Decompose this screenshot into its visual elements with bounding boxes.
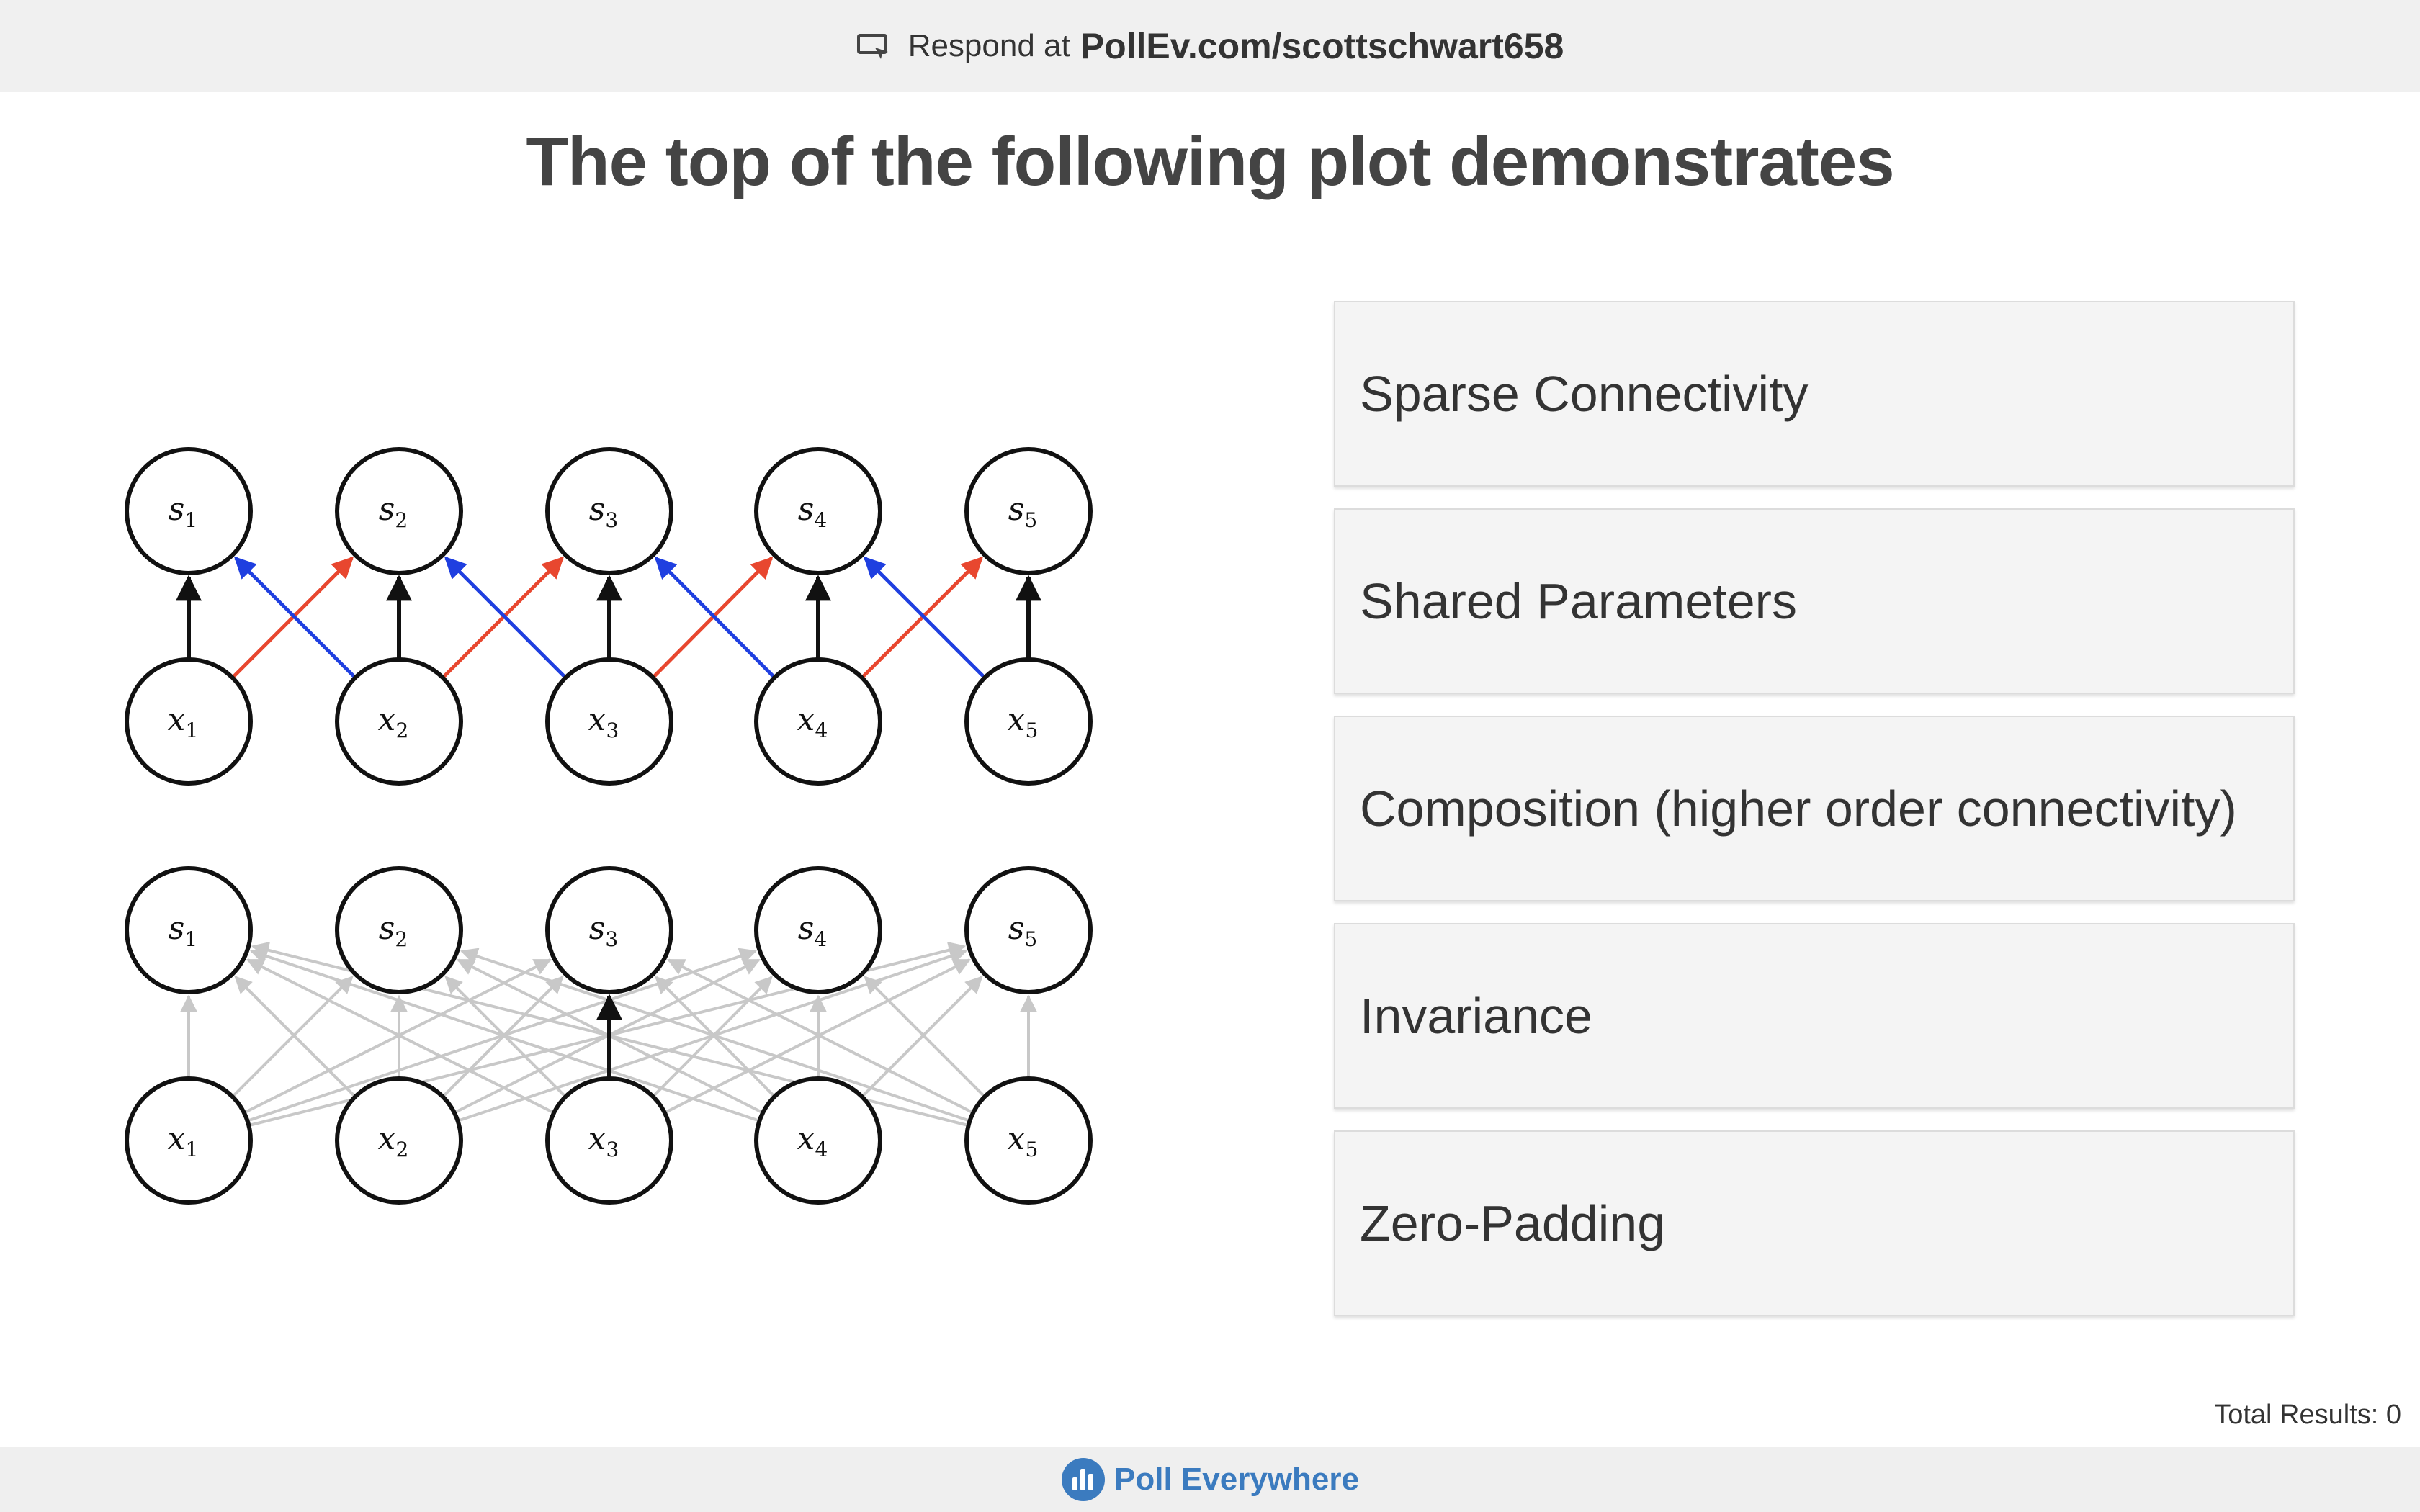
- top-edge-blue: [654, 557, 775, 678]
- poll-everywhere-logo-icon: [1062, 1458, 1106, 1501]
- network-figure: s1 x1 s1 x1 s2 x2 s2 x2 s3 x3 s3 x3 s4 x4 s4 x4 s5 x5 s5 x5: [115, 432, 1109, 1224]
- option-label: Zero-Padding: [1360, 1195, 1666, 1251]
- top-node-x4: x4: [754, 657, 882, 786]
- bottom-edge-faded: [861, 976, 983, 1097]
- respond-label: Respond at: [908, 28, 1070, 63]
- bottom-node-x1: x1: [125, 1076, 253, 1205]
- bottom-node-x2: x2: [335, 1076, 463, 1205]
- svg-text:s1: s1: [169, 491, 197, 532]
- bottom-node-x4: x4: [754, 1076, 882, 1205]
- top-node-x1: x1: [125, 657, 253, 786]
- bottom-node-x5: x5: [964, 1076, 1093, 1205]
- network-diagram: s1 x1 s1 x1 s2 x2 s2 x2 s3 x3 s3 x3 s4 x4 s4 x4 s5 x5 s5 x5: [125, 447, 1093, 1205]
- bottom-edge-faded: [249, 948, 759, 1122]
- option-zero-padding[interactable]: Zero-Padding: [1334, 1130, 2295, 1316]
- top-node-s1: s1: [125, 447, 253, 575]
- top-node-s4: s4: [754, 447, 882, 575]
- option-invariance[interactable]: Invariance: [1334, 923, 2295, 1109]
- bottom-edge-faded: [234, 976, 356, 1097]
- option-label: Shared Parameters: [1360, 573, 1797, 629]
- bottom-bar: Poll Everywhere: [0, 1447, 2420, 1512]
- top-edge-blue: [863, 556, 985, 678]
- top-node-x5: x5: [964, 657, 1093, 786]
- bottom-node-s1: s1: [125, 866, 253, 994]
- top-edge-blue: [444, 556, 566, 678]
- bottom-edge-faded: [232, 976, 354, 1097]
- answer-options: Sparse Connectivity Shared Parameters Co…: [1334, 301, 2295, 1338]
- brand-name: Poll Everywhere: [1114, 1462, 1359, 1497]
- option-shared-parameters[interactable]: Shared Parameters: [1334, 508, 2295, 694]
- option-label: Invariance: [1360, 988, 1592, 1044]
- bottom-node-s2: s2: [335, 866, 463, 994]
- option-label: Sparse Connectivity: [1360, 366, 1809, 422]
- top-node-x2: x2: [335, 657, 463, 786]
- svg-text:x4: x4: [797, 1120, 828, 1161]
- bottom-node-s4: s4: [754, 866, 882, 994]
- top-edge-blue: [233, 556, 356, 678]
- bottom-node-s3: s3: [545, 866, 673, 994]
- svg-text:s5: s5: [1008, 910, 1037, 951]
- question-title: The top of the following plot demonstrat…: [526, 123, 1894, 200]
- svg-text:s3: s3: [589, 491, 618, 532]
- option-composition[interactable]: Composition (higher order connectivity): [1334, 716, 2295, 901]
- svg-text:x2: x2: [378, 1120, 409, 1161]
- top-bar: Respond at PollEv.com/scottschwart658: [0, 0, 2420, 92]
- screen-respond-icon: [856, 34, 888, 59]
- top-node-s5: s5: [964, 447, 1093, 575]
- total-results: Total Results: 0: [2214, 1400, 2401, 1430]
- bottom-edge-faded: [460, 948, 969, 1122]
- bottom-node-s5: s5: [964, 866, 1093, 994]
- bottom-edge-faded: [246, 958, 554, 1114]
- bottom-edge-faded: [667, 958, 973, 1114]
- bottom-node-x3: x3: [545, 1076, 673, 1205]
- poll-url[interactable]: PollEv.com/scottschwart658: [1080, 26, 1564, 66]
- option-sparse-connectivity[interactable]: Sparse Connectivity: [1334, 301, 2295, 487]
- top-node-s2: s2: [335, 447, 463, 575]
- top-node-x3: x3: [545, 657, 673, 786]
- svg-text:s1: s1: [169, 910, 197, 951]
- option-label: Composition (higher order connectivity): [1360, 780, 2237, 837]
- top-node-s3: s3: [545, 447, 673, 575]
- bottom-edge-faded: [864, 976, 985, 1097]
